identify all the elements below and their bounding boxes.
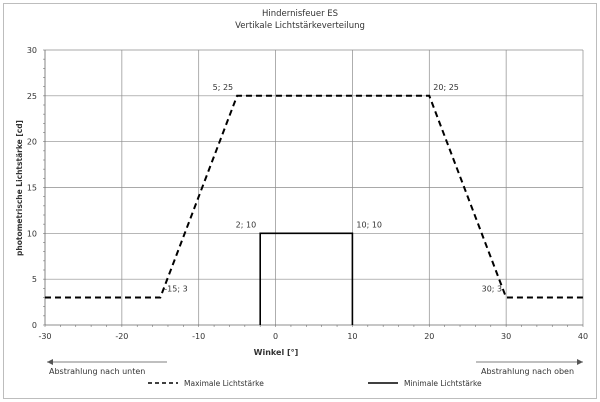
y-axis-label: photometrische Lichtstärke [cd] — [15, 120, 24, 256]
x-tick-label: 40 — [578, 332, 588, 341]
data-label: 20; 25 — [433, 83, 459, 92]
arrow-up-label: Abstrahlung nach oben — [481, 367, 574, 376]
legend: Maximale Lichtstärke Minimale Lichtstärk… — [148, 379, 482, 388]
y-tick-labels: 0 5 10 15 20 25 30 — [27, 46, 37, 330]
x-tick-label: -20 — [115, 332, 128, 341]
data-label: -15; 3 — [164, 285, 187, 294]
axes — [44, 50, 583, 326]
arrow-down-direction: Abstrahlung nach unten — [47, 359, 167, 376]
series-lines — [45, 94, 583, 325]
y-tick-label: 25 — [27, 92, 37, 101]
data-label: 5; 25 — [213, 83, 234, 92]
x-tick-label: -10 — [192, 332, 205, 341]
x-tick-label: 20 — [424, 332, 434, 341]
x-tick-label: 10 — [347, 332, 357, 341]
arrow-right-icon — [577, 359, 583, 365]
y-tick-label: 20 — [27, 138, 37, 147]
y-tick-label: 5 — [32, 275, 37, 284]
data-label: 2; 10 — [236, 220, 257, 229]
x-tick-label: -30 — [38, 332, 51, 341]
legend-label-max: Maximale Lichtstärke — [184, 379, 264, 388]
x-tick-label: 30 — [501, 332, 511, 341]
y-tick-label: 30 — [27, 46, 37, 55]
grid — [45, 49, 584, 325]
arrow-up-direction: Abstrahlung nach oben — [476, 359, 583, 376]
series-line-min — [259, 232, 354, 325]
chart-subtitle: Vertikale Lichtstärkeverteilung — [235, 21, 365, 31]
arrow-left-icon — [47, 359, 53, 365]
x-axis-label: Winkel [°] — [254, 348, 299, 357]
y-tick-label: 15 — [27, 184, 37, 193]
x-tick-label: 0 — [273, 332, 278, 341]
annotations: -15; 3 5; 25 20; 25 30; 3 2; 10 10; 10 — [164, 83, 502, 294]
y-tick-label: 0 — [32, 321, 37, 330]
data-label: 30; 3 — [482, 285, 503, 294]
chart-frame — [3, 3, 597, 399]
x-tick-labels: -30 -20 -10 0 10 20 30 40 — [38, 332, 588, 341]
data-label: 10; 10 — [356, 220, 382, 229]
arrow-down-label: Abstrahlung nach unten — [49, 367, 145, 376]
series-line-max — [45, 94, 583, 299]
legend-label-min: Minimale Lichtstärke — [404, 379, 482, 388]
chart-title: Hindernisfeuer ES — [262, 9, 338, 19]
y-tick-label: 10 — [27, 229, 37, 238]
